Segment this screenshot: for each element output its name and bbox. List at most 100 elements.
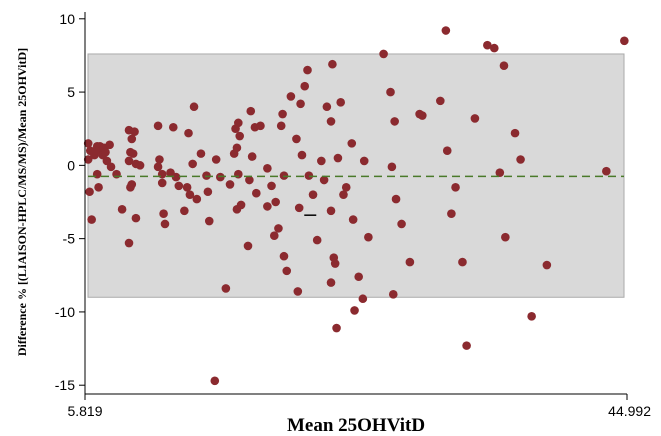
data-point xyxy=(322,102,332,112)
data-point xyxy=(470,114,480,123)
data-point xyxy=(527,312,536,321)
data-point xyxy=(462,341,471,350)
data-point xyxy=(87,215,96,224)
data-point xyxy=(263,163,272,173)
data-point xyxy=(364,232,373,242)
data-point xyxy=(390,117,399,126)
data-point xyxy=(326,117,336,126)
x-axis-title: Mean 25OHVitD xyxy=(287,415,425,436)
data-point xyxy=(348,215,358,224)
data-point xyxy=(317,156,326,166)
data-point xyxy=(354,272,363,282)
data-point xyxy=(124,238,134,248)
data-point xyxy=(339,190,348,199)
x-axis-ticks: 5.819 44.992 xyxy=(67,394,651,419)
y-tick-label: -10 xyxy=(55,304,75,320)
data-point xyxy=(269,231,279,241)
data-point xyxy=(388,290,398,299)
data-point xyxy=(185,190,195,199)
data-point xyxy=(271,197,280,207)
data-point xyxy=(620,36,629,46)
data-points xyxy=(83,26,629,386)
data-point xyxy=(326,278,336,287)
data-point xyxy=(210,376,220,386)
data-point xyxy=(180,206,189,216)
data-point xyxy=(182,183,192,192)
data-point xyxy=(333,153,343,163)
data-point xyxy=(267,181,276,191)
data-point xyxy=(303,65,312,75)
data-point xyxy=(495,168,505,177)
data-point xyxy=(326,206,336,216)
data-point xyxy=(279,251,289,261)
data-point xyxy=(441,26,451,35)
data-point xyxy=(196,149,206,158)
data-point xyxy=(225,180,235,189)
data-point xyxy=(319,175,329,185)
data-point xyxy=(347,139,357,148)
data-point xyxy=(117,205,127,214)
data-point xyxy=(192,194,202,204)
data-point xyxy=(458,257,467,267)
data-point xyxy=(126,183,135,192)
data-point xyxy=(276,121,286,131)
data-point xyxy=(256,121,265,131)
data-point xyxy=(391,194,401,204)
data-point xyxy=(451,183,460,192)
data-point xyxy=(516,155,525,164)
data-point xyxy=(286,92,296,101)
data-point xyxy=(328,59,337,69)
x-tick-label: 44.992 xyxy=(608,403,651,419)
data-point xyxy=(483,40,492,50)
data-point xyxy=(203,187,213,197)
data-point xyxy=(131,213,141,223)
data-point xyxy=(174,181,184,191)
data-point xyxy=(252,188,261,198)
data-point xyxy=(501,232,510,242)
data-point xyxy=(542,260,552,270)
data-point xyxy=(188,159,197,169)
data-point xyxy=(168,122,178,132)
data-point xyxy=(263,202,272,211)
data-point xyxy=(83,155,93,164)
data-point xyxy=(221,284,231,293)
data-point xyxy=(157,169,167,179)
data-point xyxy=(282,266,292,276)
data-point xyxy=(397,219,406,229)
data-point xyxy=(308,190,318,199)
data-point xyxy=(92,169,102,179)
data-point xyxy=(106,162,116,172)
data-point xyxy=(127,134,137,144)
data-point xyxy=(232,205,242,214)
data-point xyxy=(296,99,305,109)
data-point xyxy=(135,161,145,170)
y-tick-label: -5 xyxy=(63,231,76,247)
y-axis-ticks: 10 5 0 -5 -10 -15 xyxy=(55,11,85,393)
data-point xyxy=(436,96,445,106)
data-point xyxy=(312,235,322,245)
data-point xyxy=(171,172,181,182)
data-point xyxy=(235,131,245,141)
data-point xyxy=(350,306,359,315)
data-point xyxy=(124,156,134,166)
data-point xyxy=(247,152,257,161)
data-point xyxy=(234,118,243,128)
data-point xyxy=(101,147,110,157)
data-point xyxy=(278,109,287,119)
data-point xyxy=(153,121,163,131)
data-point xyxy=(379,49,388,59)
data-point xyxy=(293,287,303,296)
data-point xyxy=(447,209,456,219)
data-point xyxy=(105,140,114,150)
y-tick-label: 10 xyxy=(59,11,75,27)
data-point xyxy=(418,111,427,120)
data-point xyxy=(232,143,242,153)
data-point xyxy=(184,128,193,138)
data-point xyxy=(155,155,164,164)
data-point xyxy=(91,146,101,156)
data-point xyxy=(602,166,611,176)
data-point xyxy=(274,224,283,233)
data-point xyxy=(332,323,341,333)
data-point xyxy=(359,156,369,166)
